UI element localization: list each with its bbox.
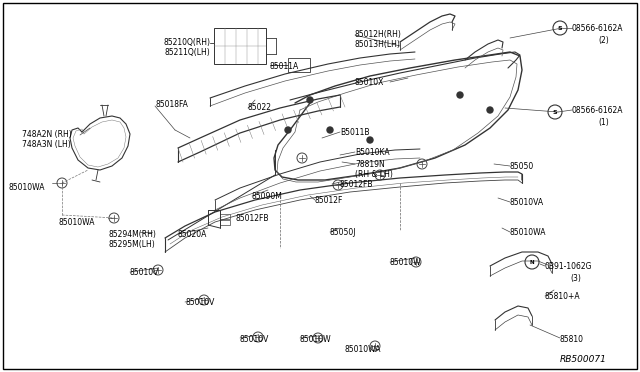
Text: 85294M(RH): 85294M(RH) xyxy=(108,230,156,239)
Text: 748A2N (RH): 748A2N (RH) xyxy=(22,130,72,139)
Text: 85010WA: 85010WA xyxy=(58,218,95,227)
Bar xyxy=(288,58,310,72)
Text: 85010WA: 85010WA xyxy=(510,228,547,237)
Text: 85211Q(LH): 85211Q(LH) xyxy=(164,48,210,57)
Text: 85010V: 85010V xyxy=(185,298,214,307)
Text: B5011B: B5011B xyxy=(340,128,369,137)
Text: 85011A: 85011A xyxy=(270,62,300,71)
Text: 85012F: 85012F xyxy=(315,196,344,205)
Circle shape xyxy=(285,127,291,133)
Text: 85022: 85022 xyxy=(248,103,272,112)
Text: S: S xyxy=(557,26,563,31)
Text: 08566-6162A: 08566-6162A xyxy=(572,106,623,115)
Circle shape xyxy=(487,107,493,113)
Text: 78819N: 78819N xyxy=(355,160,385,169)
Bar xyxy=(214,28,266,64)
Text: 85010VA: 85010VA xyxy=(510,198,544,207)
Circle shape xyxy=(327,127,333,133)
Text: 85810: 85810 xyxy=(560,335,584,344)
Text: 85010WA: 85010WA xyxy=(345,345,381,354)
Text: 85050J: 85050J xyxy=(330,228,356,237)
Text: 85020A: 85020A xyxy=(178,230,207,239)
Text: 85012H(RH): 85012H(RH) xyxy=(355,30,402,39)
Text: 85012FB: 85012FB xyxy=(235,214,269,223)
Text: 85050: 85050 xyxy=(510,162,534,171)
Text: (1): (1) xyxy=(598,118,609,127)
Text: 85010X: 85010X xyxy=(355,78,385,87)
Text: S: S xyxy=(553,109,557,115)
Text: (2): (2) xyxy=(598,36,609,45)
Text: RB500071: RB500071 xyxy=(560,355,607,364)
Text: 85210Q(RH): 85210Q(RH) xyxy=(163,38,210,47)
Text: B5010KA: B5010KA xyxy=(355,148,390,157)
Text: 08566-6162A: 08566-6162A xyxy=(572,24,623,33)
Bar xyxy=(220,214,230,219)
Text: 0B91-1062G: 0B91-1062G xyxy=(545,262,593,271)
Text: 85010WA: 85010WA xyxy=(8,183,45,192)
Circle shape xyxy=(307,97,313,103)
Text: 85010W: 85010W xyxy=(390,258,422,267)
Text: 85295M(LH): 85295M(LH) xyxy=(108,240,155,249)
Text: 748A3N (LH): 748A3N (LH) xyxy=(22,140,71,149)
Text: 85018FA: 85018FA xyxy=(155,100,188,109)
Circle shape xyxy=(367,137,373,143)
Text: (3): (3) xyxy=(570,274,581,283)
Bar xyxy=(220,220,230,225)
Text: 85010V: 85010V xyxy=(240,335,269,344)
Text: 85010W: 85010W xyxy=(300,335,332,344)
Text: 85012FB: 85012FB xyxy=(340,180,374,189)
Text: (RH & LH): (RH & LH) xyxy=(355,170,393,179)
Text: N: N xyxy=(530,260,534,264)
Text: 85810+A: 85810+A xyxy=(545,292,580,301)
Text: 85010V: 85010V xyxy=(130,268,159,277)
Circle shape xyxy=(457,92,463,98)
Text: 85090M: 85090M xyxy=(252,192,283,201)
Text: 85013H(LH): 85013H(LH) xyxy=(355,40,401,49)
